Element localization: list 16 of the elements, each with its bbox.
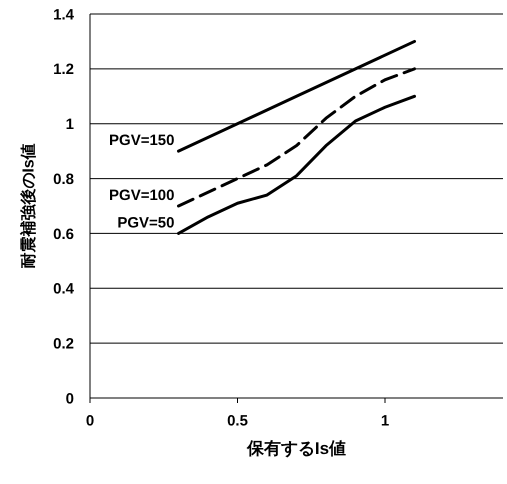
y-tick-label: 0.6 xyxy=(53,226,74,243)
y-tick-label: 0.8 xyxy=(53,170,74,188)
y-tick-label: 1.2 xyxy=(53,61,74,78)
y-tick-label: 0.4 xyxy=(53,280,75,298)
x-tick-label: 0.5 xyxy=(227,412,248,430)
y-axis-title: 耐震補強後のIs値 xyxy=(20,143,38,269)
y-tick-label: 1.4 xyxy=(53,6,75,24)
y-tick-label: 1 xyxy=(66,116,74,134)
series-label: PGV=100 xyxy=(109,187,174,204)
series-label: PGV=50 xyxy=(117,214,174,232)
x-axis-title: 保有するIs値 xyxy=(246,439,346,458)
y-tick-label: 0 xyxy=(66,390,74,408)
y-tick-label: 0.2 xyxy=(53,335,74,352)
series-label: PGV=150 xyxy=(109,132,174,150)
x-tick-label: 0 xyxy=(86,412,94,430)
x-tick-label: 1 xyxy=(380,412,390,430)
